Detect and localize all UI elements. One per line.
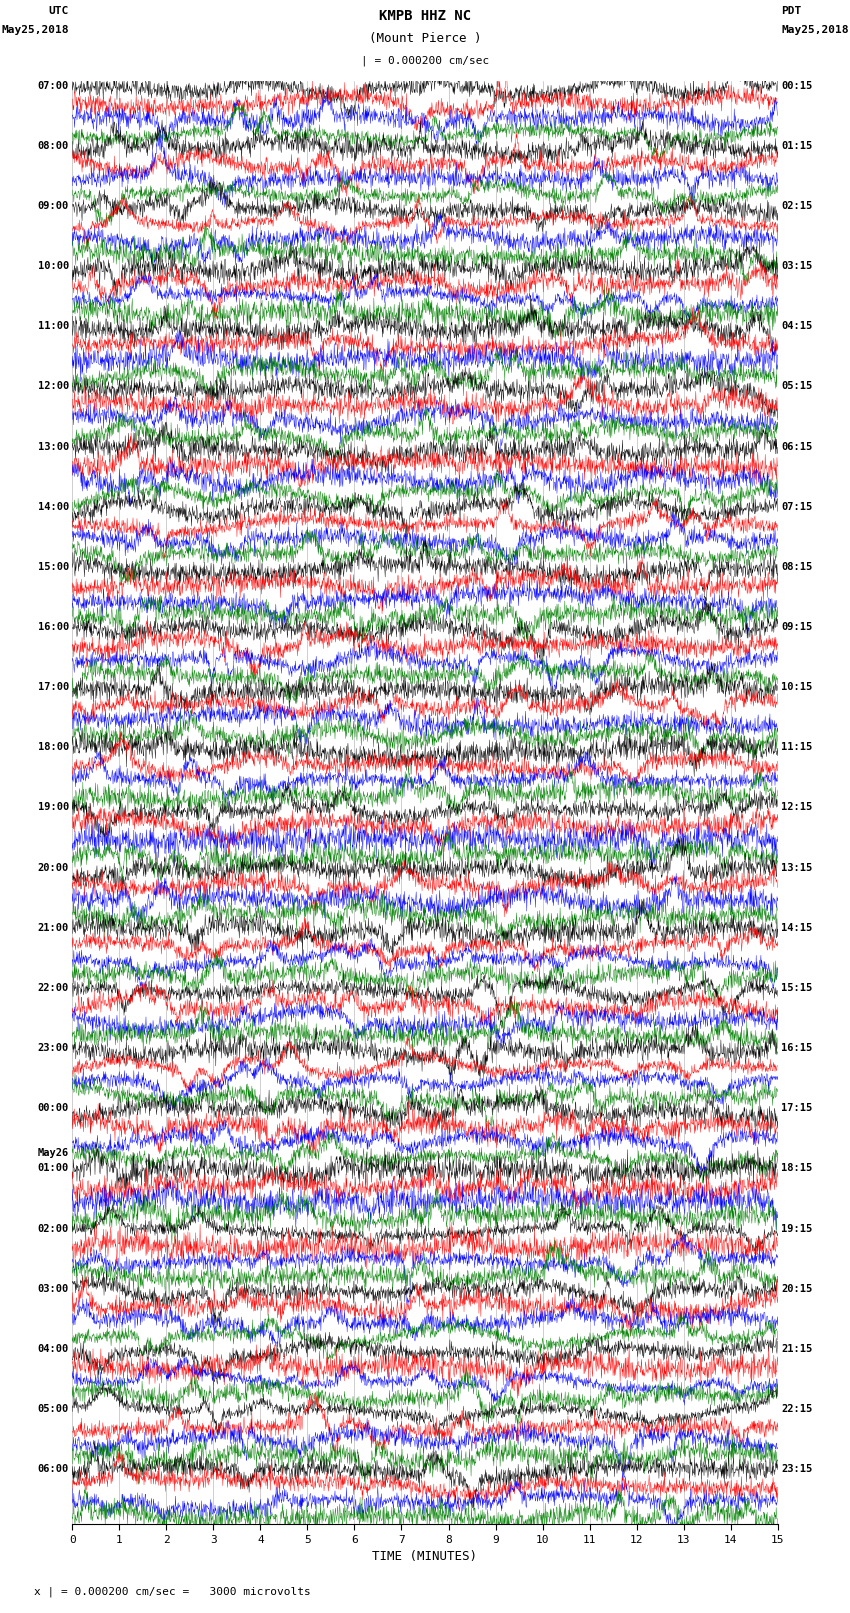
Text: 22:15: 22:15: [781, 1403, 813, 1415]
Text: 15:15: 15:15: [781, 982, 813, 994]
Text: 14:00: 14:00: [37, 502, 69, 511]
Text: 06:15: 06:15: [781, 442, 813, 452]
Text: UTC: UTC: [48, 6, 69, 16]
Text: 19:15: 19:15: [781, 1224, 813, 1234]
Text: 19:00: 19:00: [37, 803, 69, 813]
Text: 08:15: 08:15: [781, 561, 813, 573]
Text: 01:00: 01:00: [37, 1163, 69, 1173]
Text: 02:15: 02:15: [781, 202, 813, 211]
Text: | = 0.000200 cm/sec: | = 0.000200 cm/sec: [361, 55, 489, 66]
Text: May25,2018: May25,2018: [781, 26, 848, 35]
Text: 15:00: 15:00: [37, 561, 69, 573]
Text: 00:15: 00:15: [781, 81, 813, 90]
Text: 05:00: 05:00: [37, 1403, 69, 1415]
Text: 21:15: 21:15: [781, 1344, 813, 1353]
Text: 02:00: 02:00: [37, 1224, 69, 1234]
Text: 10:00: 10:00: [37, 261, 69, 271]
Text: 04:15: 04:15: [781, 321, 813, 331]
Text: KMPB HHZ NC: KMPB HHZ NC: [379, 8, 471, 23]
Text: 04:00: 04:00: [37, 1344, 69, 1353]
Text: 14:15: 14:15: [781, 923, 813, 932]
Text: 13:15: 13:15: [781, 863, 813, 873]
Text: 03:00: 03:00: [37, 1284, 69, 1294]
Text: (Mount Pierce ): (Mount Pierce ): [369, 32, 481, 45]
Text: 12:15: 12:15: [781, 803, 813, 813]
Text: 17:15: 17:15: [781, 1103, 813, 1113]
Text: 11:00: 11:00: [37, 321, 69, 331]
Text: 20:00: 20:00: [37, 863, 69, 873]
Text: 07:15: 07:15: [781, 502, 813, 511]
Text: 18:00: 18:00: [37, 742, 69, 752]
Text: 01:15: 01:15: [781, 140, 813, 150]
Text: 09:00: 09:00: [37, 202, 69, 211]
Text: 08:00: 08:00: [37, 140, 69, 150]
Text: 03:15: 03:15: [781, 261, 813, 271]
Text: 20:15: 20:15: [781, 1284, 813, 1294]
Text: May25,2018: May25,2018: [2, 26, 69, 35]
Text: 18:15: 18:15: [781, 1163, 813, 1173]
X-axis label: TIME (MINUTES): TIME (MINUTES): [372, 1550, 478, 1563]
Text: 00:00: 00:00: [37, 1103, 69, 1113]
Text: x | = 0.000200 cm/sec =   3000 microvolts: x | = 0.000200 cm/sec = 3000 microvolts: [34, 1586, 311, 1597]
Text: 17:00: 17:00: [37, 682, 69, 692]
Text: 23:15: 23:15: [781, 1465, 813, 1474]
Text: May26: May26: [37, 1148, 69, 1158]
Text: 11:15: 11:15: [781, 742, 813, 752]
Text: 06:00: 06:00: [37, 1465, 69, 1474]
Text: 12:00: 12:00: [37, 381, 69, 392]
Text: PDT: PDT: [781, 6, 802, 16]
Text: 23:00: 23:00: [37, 1044, 69, 1053]
Text: 16:15: 16:15: [781, 1044, 813, 1053]
Text: 09:15: 09:15: [781, 623, 813, 632]
Text: 05:15: 05:15: [781, 381, 813, 392]
Text: 22:00: 22:00: [37, 982, 69, 994]
Text: 21:00: 21:00: [37, 923, 69, 932]
Text: 07:00: 07:00: [37, 81, 69, 90]
Text: 16:00: 16:00: [37, 623, 69, 632]
Text: 13:00: 13:00: [37, 442, 69, 452]
Text: 10:15: 10:15: [781, 682, 813, 692]
